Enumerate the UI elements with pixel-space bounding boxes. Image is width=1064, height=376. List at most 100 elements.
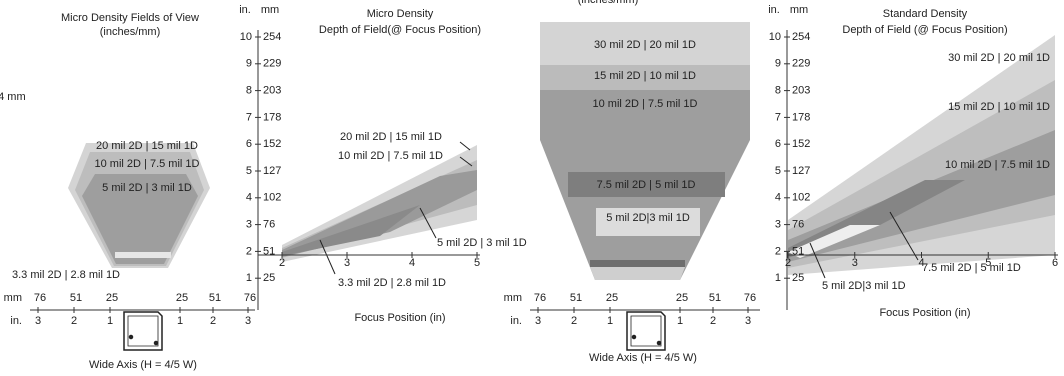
left-fov — [68, 143, 210, 268]
dof-label: 5 mil 2D|3 mil 1D — [822, 280, 906, 292]
fov-label: 15 mil 2D | 10 mil 1D — [594, 70, 696, 82]
axis-unit: mm — [790, 4, 808, 16]
in-tick-label: 10 — [240, 31, 252, 43]
bottom-unit: mm — [504, 292, 522, 304]
bottom-in-label: 1 — [677, 315, 683, 327]
in-tick-label: 6 — [246, 138, 252, 150]
bottom-mm-label: 76 — [744, 292, 756, 304]
mm-tick-label: 25 — [263, 272, 275, 284]
bottom-unit: in. — [510, 315, 522, 327]
bottom-mm-label: 76 — [244, 292, 256, 304]
dof-label: 5 mil 2D | 3 mil 1D — [437, 237, 527, 249]
in-tick-label: 1 — [775, 272, 781, 284]
mm-tick-label: 229 — [263, 58, 281, 70]
dof-title: Standard Density — [883, 8, 968, 20]
fov-label: 3.3 mil 2D | 2.8 mil 1D — [12, 269, 120, 281]
bottom-mm-label: 76 — [534, 292, 546, 304]
mm-tick-label: 152 — [263, 138, 281, 150]
in-tick-label: 9 — [246, 58, 252, 70]
mm-tick-label: 254 — [792, 31, 810, 43]
x-tick-label: 4 — [409, 257, 415, 269]
dof-subtitle: Depth of Field(@ Focus Position) — [319, 24, 481, 36]
in-tick-label: 8 — [246, 85, 252, 97]
fov-label: 20 mil 2D | 15 mil 1D — [96, 140, 198, 152]
in-tick-label: 3 — [246, 219, 252, 231]
bottom-in-label: 3 — [245, 315, 251, 327]
fov-label: 30 mil 2D | 20 mil 1D — [594, 39, 696, 51]
in-tick-label: 5 — [246, 165, 252, 177]
in-tick-label: 8 — [775, 85, 781, 97]
bottom-unit: mm — [4, 292, 22, 304]
bottom-in-label: 3 — [35, 315, 41, 327]
mm-tick-label: 51 — [263, 245, 275, 257]
bottom-mm-label: 51 — [709, 292, 721, 304]
in-tick-label: 9 — [775, 58, 781, 70]
dof-label: 7.5 mil 2D | 5 mil 1D — [922, 262, 1021, 274]
in-tick-label: 10 — [769, 31, 781, 43]
wide-axis-label: Wide Axis (H = 4/5 W) — [89, 359, 197, 371]
dof-subtitle: Depth of Field (@ Focus Position) — [842, 24, 1007, 36]
mm-tick-label: 127 — [263, 165, 281, 177]
mm-tick-label: 102 — [792, 192, 810, 204]
bottom-in-label: 3 — [745, 315, 751, 327]
bottom-in-label: 1 — [177, 315, 183, 327]
bottom-in-label: 3 — [535, 315, 541, 327]
bottom-in-label: 1 — [607, 315, 613, 327]
left-dof-bands — [282, 141, 477, 275]
mm-tick-label: 76 — [263, 219, 275, 231]
mm-tick-label: 152 — [792, 138, 810, 150]
axis-unit: in. — [768, 4, 780, 16]
mm-tick-label: 178 — [792, 111, 810, 123]
right-dof-bands — [788, 35, 1055, 279]
bottom-in-label: 2 — [210, 315, 216, 327]
mm-tick-label: 203 — [792, 85, 810, 97]
bottom-unit: in. — [10, 315, 22, 327]
bottom-in-label: 2 — [710, 315, 716, 327]
dof-label: 20 mil 2D | 15 mil 1D — [340, 131, 442, 143]
dof-label: 10 mil 2D | 7.5 mil 1D — [338, 150, 443, 162]
x-tick-label: 3 — [852, 257, 858, 269]
cropped-label: 54 mm — [0, 91, 26, 103]
mm-tick-label: 254 — [263, 31, 281, 43]
x-axis-label: Focus Position (in) — [879, 307, 970, 319]
bottom-in-label: 2 — [571, 315, 577, 327]
in-tick-label: 1 — [246, 272, 252, 284]
bottom-in-label: 1 — [107, 315, 113, 327]
scanner-icon — [123, 311, 666, 351]
x-tick-label: 5 — [474, 257, 480, 269]
fov-units: (inches/mm) — [578, 0, 639, 6]
in-tick-label: 2 — [246, 245, 252, 257]
bottom-mm-label: 51 — [209, 292, 221, 304]
bottom-mm-label: 25 — [106, 292, 118, 304]
mm-tick-label: 51 — [792, 245, 804, 257]
bottom-mm-label: 25 — [606, 292, 618, 304]
fov-label: 7.5 mil 2D | 5 mil 1D — [597, 179, 696, 191]
dof-label: 10 mil 2D | 7.5 mil 1D — [945, 159, 1050, 171]
mm-tick-label: 102 — [263, 192, 281, 204]
in-tick-label: 7 — [775, 111, 781, 123]
dof-label: 30 mil 2D | 20 mil 1D — [948, 52, 1050, 64]
in-tick-label: 5 — [775, 165, 781, 177]
right-fov — [540, 22, 750, 280]
in-tick-label: 4 — [775, 192, 781, 204]
fov-label: 5 mil 2D | 3 mil 1D — [102, 182, 192, 194]
x-axis-label: Focus Position (in) — [354, 312, 445, 324]
bottom-mm-label: 25 — [676, 292, 688, 304]
bottom-mm-label: 25 — [176, 292, 188, 304]
bottom-in-label: 2 — [71, 315, 77, 327]
mm-tick-label: 25 — [792, 272, 804, 284]
dof-label: 3.3 mil 2D | 2.8 mil 1D — [338, 277, 446, 289]
mm-tick-label: 178 — [263, 111, 281, 123]
in-tick-label: 3 — [775, 219, 781, 231]
fov-label: 10 mil 2D | 7.5 mil 1D — [593, 98, 698, 110]
mm-tick-label: 203 — [263, 85, 281, 97]
fov-units: (inches/mm) — [100, 26, 161, 38]
in-tick-label: 7 — [246, 111, 252, 123]
mm-tick-label: 229 — [792, 58, 810, 70]
wide-axis-label: Wide Axis (H = 4/5 W) — [589, 352, 697, 364]
dof-label: 15 mil 2D | 10 mil 1D — [948, 101, 1050, 113]
mm-tick-label: 127 — [792, 165, 810, 177]
fov-label: 10 mil 2D | 7.5 mil 1D — [95, 158, 200, 170]
